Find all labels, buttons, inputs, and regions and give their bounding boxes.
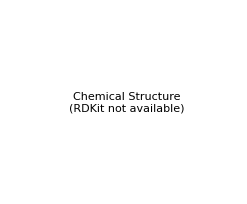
Text: Chemical Structure
(RDKit not available): Chemical Structure (RDKit not available) [69,92,184,114]
